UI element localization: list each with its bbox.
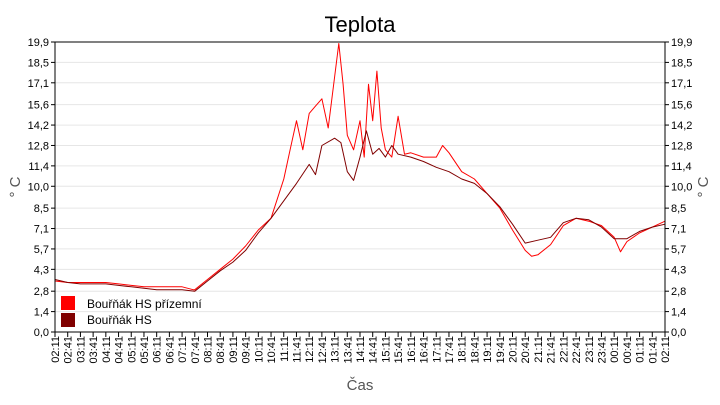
x-tick-label: 14:41 [368,336,380,364]
y-tick-label-left: 12,8 [28,140,49,152]
y-tick-label-right: 18,5 [671,57,692,69]
legend-label-series-2: Bouřňák HS [87,313,152,327]
x-tick-label: 05:41 [139,336,151,364]
x-tick-label: 03:41 [88,336,100,364]
y-tick-label-left: 0,0 [34,327,49,339]
x-tick-label: 10:11 [253,336,265,363]
y-tick-label-right: 5,7 [671,244,686,256]
legend-swatch-series-2 [61,313,75,327]
x-tick-label: 21:41 [546,336,558,364]
series-line-2 [54,130,666,292]
y-tick-label-right: 4,3 [671,264,686,276]
x-tick-label: 23:11 [584,336,596,363]
x-tick-label: 17:41 [444,336,456,364]
x-tick-label: 12:41 [317,336,329,364]
x-tick-label: 08:41 [215,336,227,364]
x-tick-label: 22:11 [558,336,570,363]
series-lines [54,43,666,292]
y-axis-label-left: ° C [7,176,24,197]
x-tick-label: 18:41 [469,336,481,364]
grid [55,61,665,313]
x-tick-label: 21:11 [533,336,545,363]
series-line-1 [54,43,666,291]
x-tick-label: 02:11 [660,336,672,363]
x-tick-label: 07:11 [177,336,189,363]
x-axis: 02:11 02:41 03:11 03:41 04:11 04:41 05:11 05:41… [50,332,672,364]
x-tick-label: 12:11 [304,336,316,363]
y-tick-label-left: 19,9 [28,37,49,49]
y-tick-label-right: 8,5 [671,203,686,215]
x-tick-label: 05:11 [126,336,138,363]
x-tick-label: 02:11 [50,336,62,363]
x-tick-label: 09:41 [241,336,253,364]
x-tick-label: 02:41 [63,336,75,364]
y-tick-label-right: 10,0 [671,181,692,193]
x-tick-label: 07:41 [190,336,202,364]
x-tick-label: 16:41 [419,336,431,364]
x-tick-label: 04:41 [114,336,126,364]
x-tick-label: 18:11 [457,336,469,363]
x-tick-label: 04:11 [101,336,113,363]
y-tick-label-right: 2,8 [671,286,686,298]
y-tick-label-right: 12,8 [671,140,692,152]
x-tick-label: 01:41 [647,336,659,364]
y-tick-label-left: 1,4 [34,307,49,319]
y-tick-label-left: 15,6 [28,100,49,112]
legend-swatch-series-1 [61,296,75,310]
x-tick-label: 01:11 [635,336,647,363]
chart-title: Teplota [325,12,397,37]
x-tick-label: 15:41 [393,336,405,364]
x-tick-label: 14:11 [355,336,367,363]
x-tick-label: 08:11 [203,336,215,363]
x-tick-label: 15:11 [380,336,392,363]
x-tick-label: 22:41 [571,336,583,364]
x-tick-label: 10:41 [266,336,278,364]
x-tick-label: 17:11 [431,336,443,363]
y-tick-label-left: 17,1 [28,78,49,90]
y-tick-label-left: 4,3 [34,264,49,276]
legend: Bouřňák HS přízemní Bouřňák HS [61,296,202,327]
x-axis-label: Čas [347,377,374,394]
x-tick-label: 23:41 [596,336,608,364]
x-tick-label: 06:41 [164,336,176,364]
x-tick-label: 09:11 [228,336,240,363]
y-tick-label-left: 8,5 [34,203,49,215]
x-tick-label: 19:11 [482,336,494,363]
y-tick-label-right: 19,9 [671,37,692,49]
x-tick-label: 06:11 [152,336,164,363]
x-tick-label: 11:41 [291,336,303,363]
y-tick-label-left: 10,0 [28,181,49,193]
y-tick-label-left: 14,2 [28,120,49,132]
y-tick-label-right: 14,2 [671,120,692,132]
x-tick-label: 16:11 [406,336,418,363]
x-tick-label: 13:41 [342,336,354,364]
x-tick-label: 03:11 [75,336,87,363]
y-tick-label-left: 18,5 [28,57,49,69]
y-tick-label-right: 11,4 [671,161,692,173]
y-tick-label-right: 1,4 [671,307,686,319]
x-tick-label: 19:41 [495,336,507,364]
y-tick-label-left: 11,4 [28,161,49,173]
legend-label-series-1: Bouřňák HS přízemní [87,297,202,311]
x-tick-label: 13:11 [330,336,342,363]
y-tick-label-left: 7,1 [34,224,49,236]
y-axis: 0,0 0,0 1,4 1,4 2,8 2,8 4,3 4,3 5,7 5,7 7,1 7,1 8,5 8… [28,37,693,339]
y-tick-label-right: 0,0 [671,327,686,339]
y-tick-label-left: 2,8 [34,286,49,298]
y-tick-label-left: 5,7 [34,244,49,256]
y-axis-label-right: ° C [695,176,712,197]
x-tick-label: 11:11 [279,336,291,362]
x-tick-label: 20:11 [508,336,520,363]
y-tick-label-right: 15,6 [671,100,692,112]
y-tick-label-right: 7,1 [671,224,686,236]
x-tick-label: 20:41 [520,336,532,364]
y-tick-label-right: 17,1 [671,78,692,90]
x-tick-label: 00:11 [609,336,621,363]
x-tick-label: 00:41 [622,336,634,364]
